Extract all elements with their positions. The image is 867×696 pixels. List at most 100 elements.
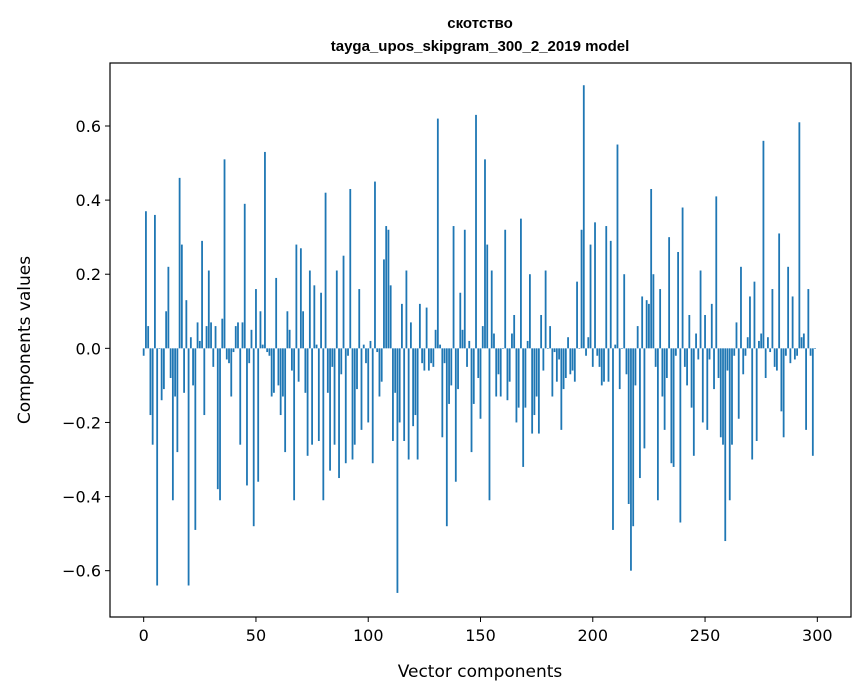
bar-67 — [293, 348, 296, 501]
bar-27 — [203, 348, 206, 416]
bar-234 — [668, 237, 671, 349]
bar-168 — [520, 218, 522, 349]
bar-192 — [573, 348, 576, 382]
bar-198 — [587, 337, 590, 349]
bar-155 — [490, 270, 493, 349]
chart-subtitle: tayga_upos_skipgram_300_2_2019 model — [331, 38, 630, 55]
bar-258 — [722, 348, 724, 445]
bar-203 — [598, 348, 601, 367]
bar-90 — [344, 348, 347, 464]
x-tick-label: 300 — [802, 626, 833, 645]
bar-202 — [596, 348, 599, 356]
bar-221 — [639, 348, 641, 479]
x-tick-label: 200 — [577, 626, 608, 645]
y-axis-ticks: −0.6 −0.4 −0.2 0.0 0.2 0.4 0.6 — [62, 117, 110, 581]
bar-126 — [425, 307, 428, 349]
bar-282 — [776, 348, 778, 371]
bar-291 — [796, 348, 799, 356]
bar-226 — [650, 188, 653, 349]
bar-95 — [356, 348, 358, 390]
bar-166 — [515, 348, 518, 423]
bar-2 — [147, 326, 150, 349]
bar-167 — [517, 348, 520, 408]
bar-207 — [607, 348, 610, 382]
y-tick-label: 0.4 — [76, 191, 101, 210]
x-tick-label: 150 — [465, 626, 496, 645]
x-tick-label: 100 — [353, 626, 384, 645]
bar-209 — [612, 348, 614, 530]
bar-63 — [284, 348, 287, 453]
bar-270 — [749, 296, 751, 349]
bar-109 — [387, 229, 390, 349]
bar-294 — [802, 333, 805, 349]
bar-41 — [234, 326, 237, 349]
bar-133 — [441, 348, 444, 438]
bar-76 — [313, 285, 316, 349]
bar-205 — [603, 348, 605, 382]
y-axis-label: Components values — [15, 256, 35, 424]
bar-163 — [508, 348, 511, 382]
bar-28 — [205, 326, 208, 349]
bar-117 — [405, 270, 408, 349]
bar-55 — [266, 348, 269, 353]
bar-44 — [241, 322, 244, 349]
bar-244 — [690, 348, 693, 408]
bar-281 — [773, 348, 776, 367]
bar-204 — [600, 348, 603, 386]
bar-81 — [324, 192, 327, 349]
bar-0 — [142, 348, 145, 356]
bar-178 — [542, 348, 545, 371]
bar-292 — [798, 122, 801, 349]
bar-229 — [656, 348, 659, 501]
bar-266 — [740, 266, 742, 349]
bar-73 — [306, 348, 309, 456]
bar-31 — [212, 348, 215, 367]
x-tick-label: 50 — [246, 626, 266, 645]
bar-269 — [746, 337, 749, 349]
bar-271 — [751, 348, 754, 460]
x-tick-label: 0 — [139, 626, 149, 645]
bar-36 — [223, 159, 226, 349]
bar-151 — [481, 326, 484, 349]
bar-105 — [378, 348, 381, 397]
bar-231 — [661, 348, 664, 397]
bar-104 — [376, 348, 379, 353]
bar-49 — [252, 348, 255, 527]
bar-61 — [279, 348, 282, 416]
bar-51 — [257, 348, 260, 482]
bar-45 — [243, 203, 246, 349]
bar-57 — [270, 348, 273, 397]
bar-136 — [448, 348, 450, 404]
bar-130 — [434, 329, 437, 349]
bar-7 — [158, 348, 161, 349]
bar-72 — [304, 348, 307, 393]
bar-129 — [432, 348, 435, 367]
bar-245 — [692, 348, 695, 456]
bar-195 — [580, 229, 583, 349]
bar-108 — [385, 226, 388, 349]
bar-132 — [439, 344, 441, 349]
bar-59 — [275, 277, 278, 349]
bar-16 — [178, 177, 181, 349]
bar-128 — [430, 348, 432, 364]
bar-106 — [380, 348, 383, 382]
bar-17 — [180, 244, 183, 349]
bar-62 — [282, 348, 284, 397]
bar-288 — [789, 348, 792, 364]
bar-201 — [594, 222, 596, 349]
bar-264 — [735, 322, 738, 349]
bar-124 — [421, 348, 424, 364]
bar-238 — [677, 251, 679, 349]
bar-100 — [367, 348, 370, 423]
bar-60 — [277, 348, 280, 386]
bar-232 — [663, 348, 666, 430]
x-axis-label: Vector components — [398, 662, 563, 682]
bar-15 — [176, 348, 179, 453]
bar-287 — [787, 266, 790, 349]
bar-13 — [171, 348, 174, 501]
bar-186 — [560, 348, 563, 430]
bar-262 — [731, 348, 733, 445]
bar-101 — [369, 340, 372, 349]
